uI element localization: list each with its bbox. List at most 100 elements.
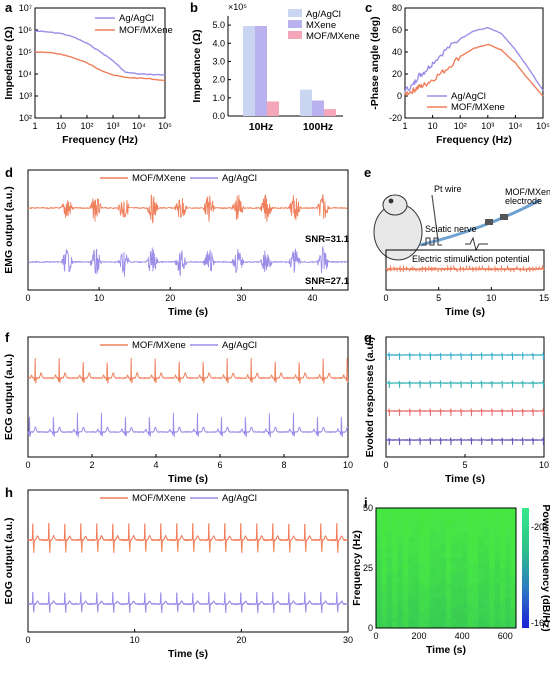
x-tick-label: 10⁴ <box>132 121 146 131</box>
phase-series-line <box>404 43 544 97</box>
heatmap-cell <box>499 618 506 624</box>
heatmap-cell <box>451 578 458 584</box>
heatmap-cell <box>440 593 447 599</box>
heatmap-cell <box>429 563 436 569</box>
heatmap-cell <box>419 553 425 559</box>
heatmap-cell <box>499 563 506 569</box>
heatmap-cell <box>478 588 485 594</box>
heatmap-cell <box>424 558 431 564</box>
heatmap-cell <box>440 508 447 514</box>
heatmap-cell <box>419 558 425 564</box>
heatmap-cell <box>413 533 420 539</box>
heatmap-cell <box>397 603 404 609</box>
heatmap-cell <box>424 588 431 594</box>
heatmap-cell <box>456 623 463 629</box>
heatmap-cell <box>435 603 442 609</box>
heatmap-cell <box>440 513 447 519</box>
heatmap-cell <box>478 553 485 559</box>
heatmap-cell <box>402 598 409 604</box>
heatmap-cell <box>446 523 452 529</box>
x-tick-label: 10 <box>428 121 438 131</box>
time-plot-frame <box>27 336 349 458</box>
electrode-icon <box>500 214 508 220</box>
heatmap-cell <box>472 598 479 604</box>
heatmap-cell <box>494 558 501 564</box>
heatmap-cell <box>392 553 398 559</box>
schematic-label: Pt wire <box>434 184 462 194</box>
y-tick-label: -20 <box>389 113 402 123</box>
heatmap-cell <box>446 568 452 574</box>
category-label: 10Hz <box>249 121 274 133</box>
heatmap-cell <box>413 513 420 519</box>
electrode-icon <box>485 219 493 225</box>
heatmap-cell <box>483 593 490 599</box>
heatmap-cell <box>376 548 382 554</box>
heatmap-cell <box>499 623 506 629</box>
heatmap-cell <box>451 603 458 609</box>
heatmap-cell <box>446 528 452 534</box>
heatmap-cell <box>429 618 436 624</box>
colorbar-tick-label: -160 <box>531 618 549 628</box>
heatmap-cell <box>413 598 420 604</box>
x-tick-label: 5 <box>436 293 441 303</box>
heatmap-cell <box>440 523 447 529</box>
heatmap-cell <box>505 528 512 534</box>
heatmap-cell <box>462 563 468 569</box>
heatmap-cell <box>472 548 479 554</box>
heatmap-cell <box>446 593 452 599</box>
heatmap-cell <box>478 598 485 604</box>
heatmap-cell <box>451 618 458 624</box>
heatmap-cell <box>510 578 517 584</box>
heatmap-cell <box>402 588 409 594</box>
y-tick-label: 0 <box>368 623 373 633</box>
heatmap-cell <box>494 533 501 539</box>
colorbar-tick-label: -20 <box>531 522 544 532</box>
ecg-series-line <box>27 412 349 438</box>
heatmap-cell <box>483 538 490 544</box>
nerve-response-line <box>385 265 545 273</box>
heatmap-cell <box>376 543 382 549</box>
x-tick-label: 10³ <box>106 121 119 131</box>
heatmap-cell <box>408 598 415 604</box>
heatmap-cell <box>413 608 420 614</box>
panel-label-c: c <box>365 0 372 15</box>
heatmap-cell <box>510 538 517 544</box>
heatmap-cell <box>440 623 447 629</box>
heatmap-cell <box>408 558 415 564</box>
heatmap-cell <box>408 513 415 519</box>
heatmap-cell <box>505 608 512 614</box>
schematic-label: electrode <box>505 196 542 206</box>
action-potential-icon <box>465 236 488 252</box>
heatmap-cell <box>402 603 409 609</box>
heatmap-cell <box>505 568 512 574</box>
heatmap-cell <box>408 553 415 559</box>
heatmap-cell <box>505 508 512 514</box>
x-tick-label: 600 <box>498 631 513 641</box>
heatmap-cell <box>435 578 442 584</box>
legend-entry: Ag/AgCl <box>222 340 257 351</box>
panel-label-b: b <box>190 0 198 15</box>
heatmap-cell <box>467 573 474 579</box>
category-label: 100Hz <box>303 121 333 133</box>
heatmap-cell <box>467 518 474 524</box>
heatmap-cell <box>402 578 409 584</box>
heatmap-cell <box>462 508 468 514</box>
heatmap-cell <box>456 608 463 614</box>
heatmap-cell <box>376 538 382 544</box>
x-tick-label: 10² <box>80 121 93 131</box>
heatmap-cell <box>489 593 495 599</box>
heatmap-cell <box>510 543 517 549</box>
heatmap-cell <box>397 533 404 539</box>
heatmap-cell <box>429 593 436 599</box>
heatmap-cell <box>467 553 474 559</box>
heatmap-cell <box>386 578 393 584</box>
heatmap-cell <box>392 558 398 564</box>
heatmap-cell <box>429 588 436 594</box>
heatmap-cell <box>472 578 479 584</box>
heatmap-cell <box>402 518 409 524</box>
heatmap-cell <box>429 608 436 614</box>
y-axis-label: Impedance (Ω) <box>3 26 15 99</box>
heatmap-cell <box>392 613 398 619</box>
heatmap-cell <box>424 513 431 519</box>
heatmap-cell <box>376 533 382 539</box>
